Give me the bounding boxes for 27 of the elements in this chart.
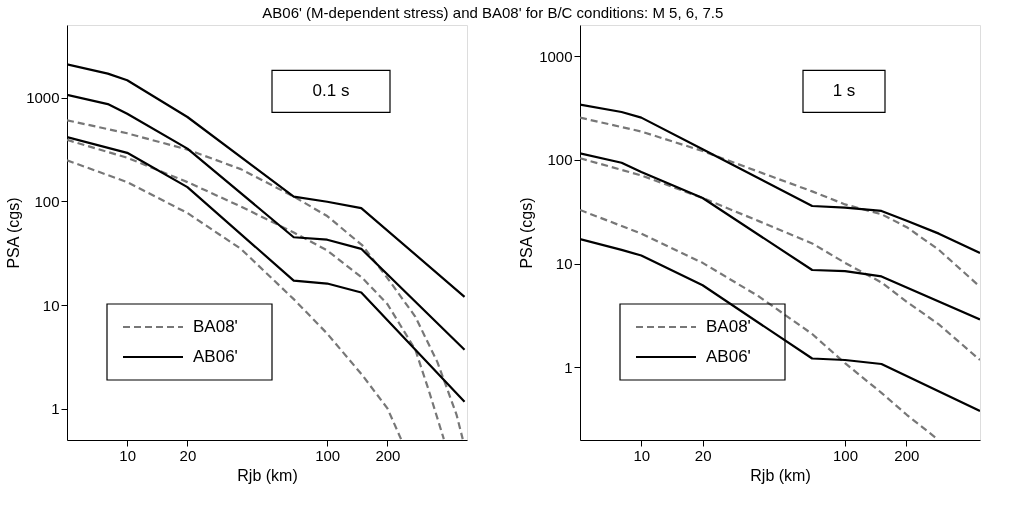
legend-label: AB06' [193,347,238,366]
x-tick-label: 10 [633,446,651,464]
y-tick-label: 1000 [539,47,573,65]
y-tick-label: 1 [51,400,60,418]
x-tick-label: 100 [832,446,859,464]
y-tick-label: 10 [42,296,60,314]
x-tick-label: 200 [894,446,920,464]
x-tick-label: 20 [694,446,712,464]
y-axis-title: PSA (cgs) [518,197,536,269]
annotation: 0.1 s [312,81,350,101]
y-tick-label: 100 [34,192,60,210]
y-tick-label: 1 [564,358,573,376]
x-tick-label: 100 [315,446,341,464]
x-axis-title: Rjb (km) [750,466,811,484]
x-tick-label: 200 [375,446,401,464]
y-tick-label: 100 [547,151,573,169]
x-tick-label: 20 [179,446,197,464]
x-tick-label: 10 [119,446,137,464]
y-axis-title: PSA (cgs) [5,197,23,269]
legend-label: BA08' [706,317,751,336]
x-axis-title: Rjb (km) [237,466,298,484]
y-tick-label: 10 [555,255,573,273]
legend-label: AB06' [706,347,751,366]
y-tick-label: 1000 [26,89,60,107]
chart-title: AB06' (M-dependent stress) and BA08' for B/C conditions: M 5, 6, 7.5 [262,3,724,21]
annotation: 1 s [832,81,856,101]
legend-label: BA08' [193,317,238,336]
